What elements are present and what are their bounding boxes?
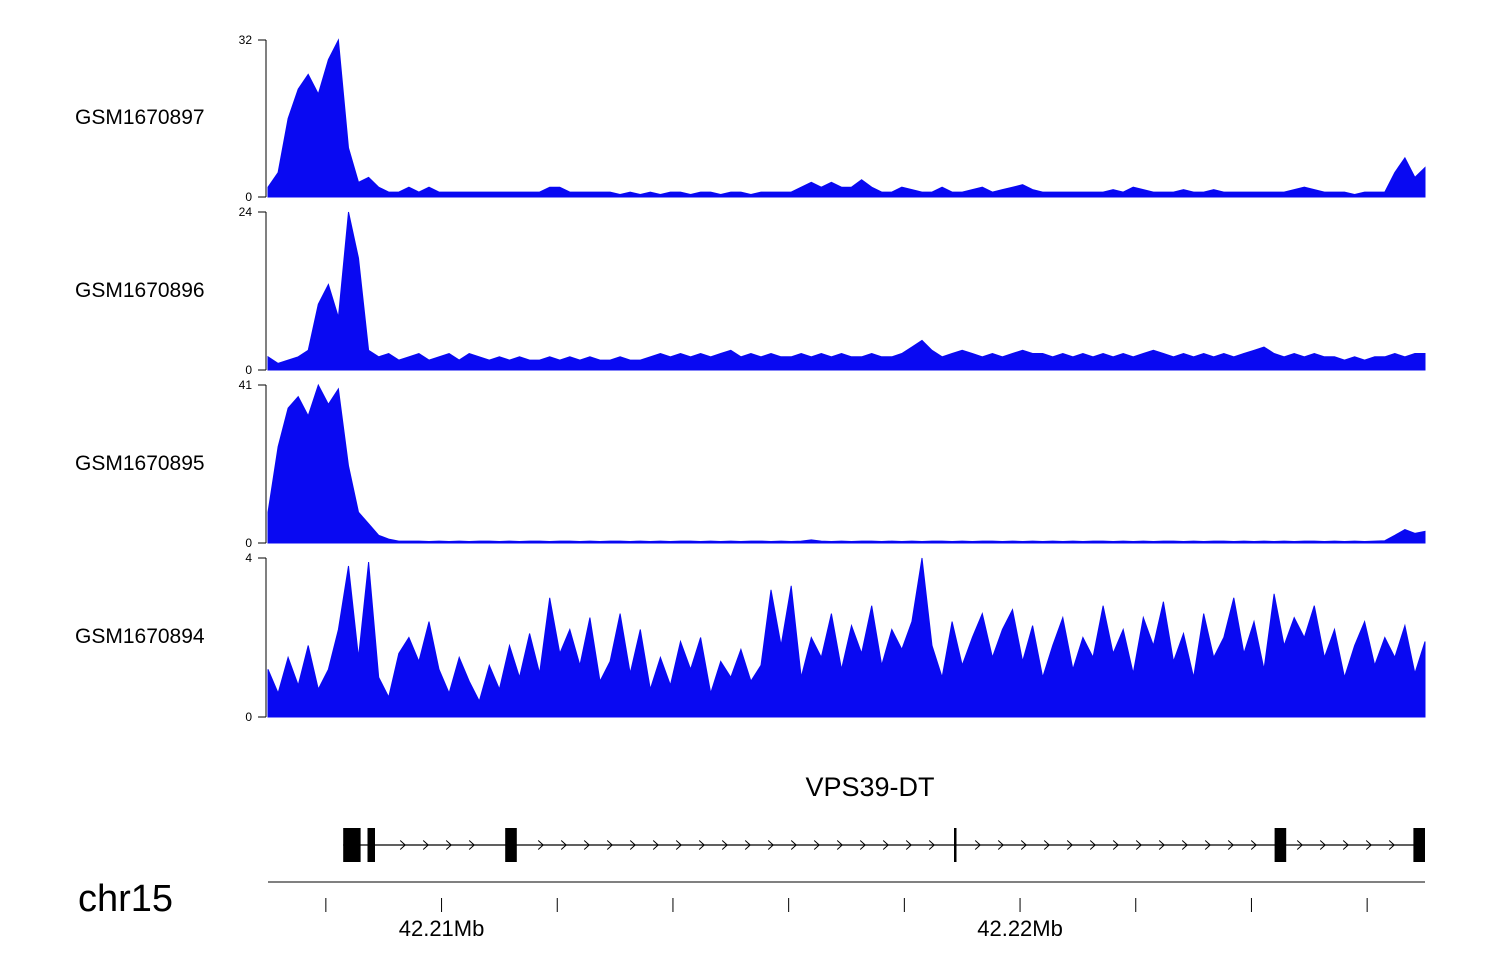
strand-arrow-icon [813,840,820,850]
strand-arrow-icon [1388,840,1395,850]
strand-arrow-icon [1158,840,1165,850]
track1-ymax-label: 32 [238,33,252,47]
strand-arrow-icon [1227,840,1234,850]
strand-arrow-icon [905,840,912,850]
track3-ymin-label: 0 [245,536,252,550]
strand-arrow-icon [399,840,406,850]
chromosome-label: chr15 [78,878,174,920]
strand-arrow-icon [1135,840,1142,850]
track-label-gsm1670896: GSM1670896 [75,279,205,302]
strand-arrow-icon [583,840,590,850]
strand-arrow-icon [675,840,682,850]
strand-arrow-icon [652,840,659,850]
strand-arrow-icon [744,840,751,850]
strand-arrow-icon [836,840,843,850]
strand-arrow-icon [698,840,705,850]
strand-arrow-icon [721,840,728,850]
track3-ymax-label: 41 [238,378,252,392]
track1-ymin-label: 0 [245,190,252,204]
strand-arrow-icon [1112,840,1119,850]
gene-exon-1 [367,828,375,862]
track-label-gsm1670897: GSM1670897 [75,106,205,129]
strand-arrow-icon [1204,840,1211,850]
strand-arrow-icon [560,840,567,850]
gene-exon-4 [1274,828,1287,862]
gene-exon-0 [343,828,361,862]
strand-arrow-icon [767,840,774,850]
coverage-area-GSM1670897 [267,38,1426,198]
strand-arrow-icon [1365,840,1372,850]
strand-arrow-icon [1043,840,1050,850]
strand-arrow-icon [1181,840,1188,850]
strand-arrow-icon [1250,840,1257,850]
strand-arrow-icon [445,840,452,850]
axis-tick-label-4222: 42.22Mb [977,916,1063,941]
gene-exon-5 [1413,828,1425,862]
gene-name-label: VPS39-DT [805,772,935,802]
strand-arrow-icon [629,840,636,850]
strand-arrow-icon [1296,840,1303,850]
strand-arrow-icon [1066,840,1073,850]
coverage-area-GSM1670895 [267,383,1426,544]
strand-arrow-icon [1020,840,1027,850]
strand-arrow-icon [859,840,866,850]
strand-arrow-icon [997,840,1004,850]
gene-exon-3 [954,828,957,862]
strand-arrow-icon [537,840,544,850]
strand-arrow-icon [606,840,613,850]
track4-ymin-label: 0 [245,710,252,724]
strand-arrow-icon [1342,840,1349,850]
track2-ymin-label: 0 [245,363,252,377]
strand-arrow-icon [468,840,475,850]
strand-arrow-icon [790,840,797,850]
strand-arrow-icon [1319,840,1326,850]
track4-ymax-label: 4 [245,551,252,565]
axis-tick-label-4221: 42.21Mb [398,916,485,941]
track2-ymax-label: 24 [238,205,252,219]
strand-arrow-icon [882,840,889,850]
strand-arrow-icon [928,840,935,850]
strand-arrow-icon [1089,840,1096,850]
gene-exon-2 [505,828,517,862]
strand-arrow-icon [974,840,981,850]
track-label-gsm1670894: GSM1670894 [75,625,205,648]
coverage-area-GSM1670896 [267,211,1426,371]
coverage-area-GSM1670894 [267,557,1426,718]
strand-arrow-icon [422,840,429,850]
track-label-gsm1670895: GSM1670895 [75,452,205,475]
